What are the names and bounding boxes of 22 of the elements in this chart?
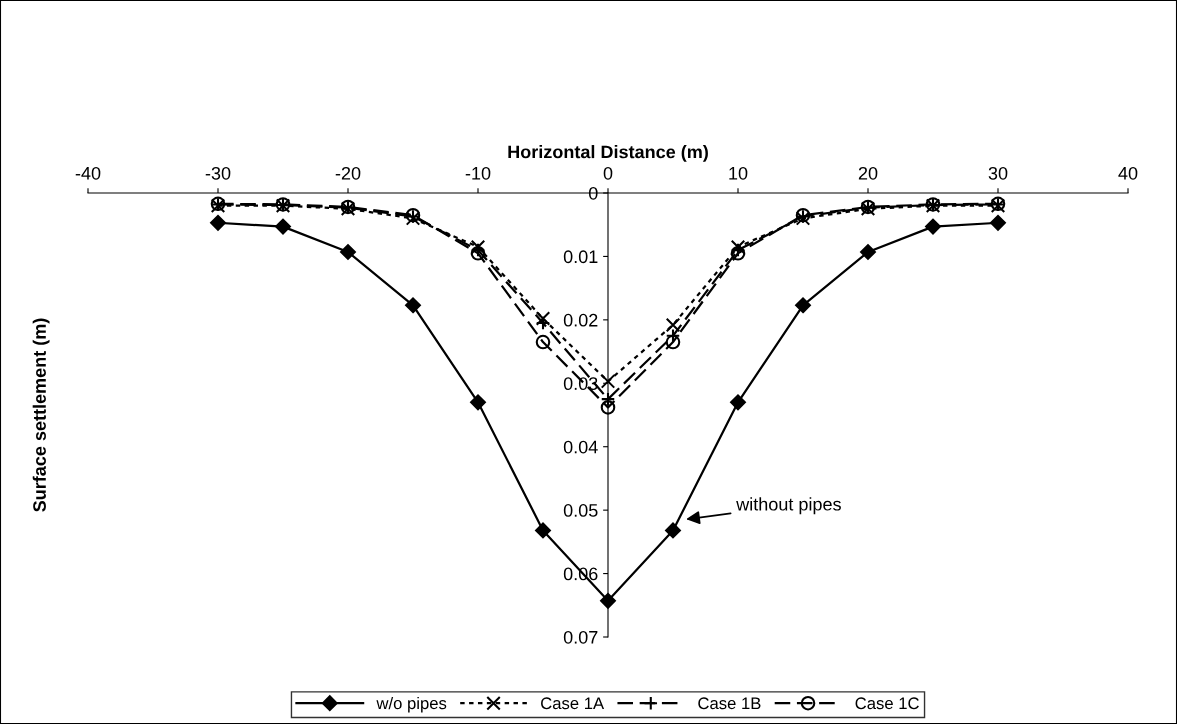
y-tick-label: 0.02 xyxy=(563,313,598,327)
annotation: without pipes xyxy=(736,497,841,515)
x-tick-label: 10 xyxy=(729,166,748,180)
x-tick-label: -40 xyxy=(75,166,101,180)
x-axis-title: Horizontal Distance (m) xyxy=(508,145,708,162)
legend-label: w/o pipes xyxy=(376,696,447,713)
x-tick-label: 30 xyxy=(988,166,1008,180)
legend-label: Case 1B xyxy=(698,697,761,710)
x-tick-label: 20 xyxy=(858,166,878,180)
x-tick-label: -10 xyxy=(465,166,491,180)
x-tick-label: 40 xyxy=(1118,166,1138,180)
x-tick-label: 0 xyxy=(603,166,613,180)
y-tick-label: 0.05 xyxy=(563,504,598,517)
legend-label: Case 1C xyxy=(855,697,919,710)
x-tick-label: -20 xyxy=(335,166,361,180)
y-tick-label: 0.01 xyxy=(563,250,598,264)
y-tick-label: 0.07 xyxy=(563,630,598,644)
x-tick-label: -30 xyxy=(205,166,231,180)
y-tick-label: 0.04 xyxy=(563,440,598,454)
legend-label: Case 1A xyxy=(541,697,605,710)
y-tick-label: 0 xyxy=(588,186,598,200)
y-axis-title: Surface settlement (m) xyxy=(32,318,50,512)
